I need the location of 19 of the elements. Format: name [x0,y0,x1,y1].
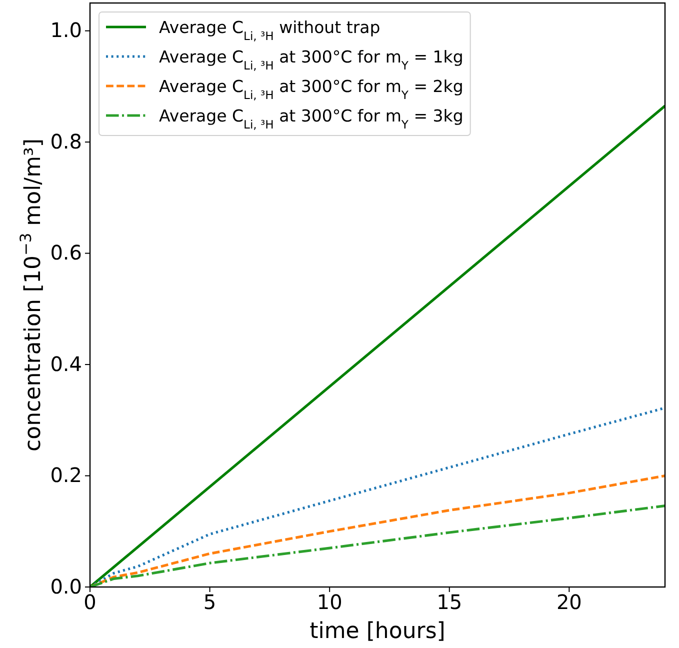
y-tick-label: 0.0 [50,574,82,598]
x-axis-title: time [hours] [310,619,446,644]
legend-label: Average C$_{Li, ³H}$ without trap [159,18,380,43]
y-tick-label: 1.0 [50,18,82,42]
x-tick-label: 15 [436,590,462,614]
legend-label: Average C$_{Li, ³H}$ at 300°C for m$_{Y}$ = 3kg [159,106,464,132]
legend-label: Average C$_{Li, ³H}$ at 300°C for m$_{Y}$ = 2kg [159,77,464,102]
x-tick-label: 10 [316,590,342,614]
line-series [90,474,665,587]
y-tick-label: 0.4 [50,352,82,376]
y-tick-label: 0.6 [50,240,82,265]
line-series [90,504,665,587]
y-tick-label: 0.2 [50,463,82,488]
x-tick-label: 0 [84,590,96,614]
x-tick-label: 20 [556,590,582,614]
y-tick-label: 0.8 [50,129,82,154]
line-series [90,406,665,587]
legend-label: Average C$_{Li, ³H}$ at 300°C for m$_{Y}$ = 1kg [159,48,464,72]
x-tick-label: 5 [203,590,216,614]
